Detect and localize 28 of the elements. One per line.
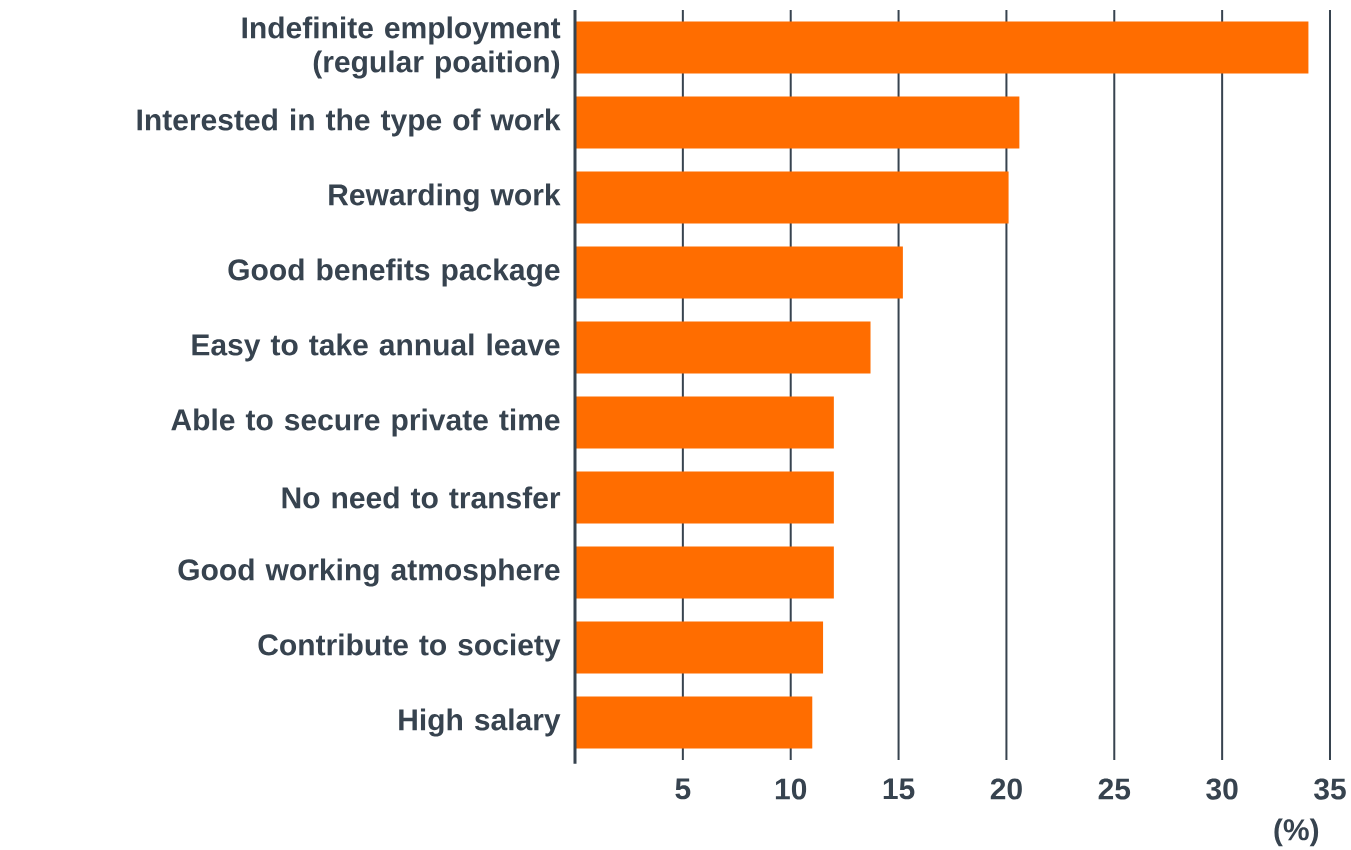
x-axis-title: (%) [1274,818,1319,847]
x-tick-label: 30 [1206,778,1238,800]
y-tick-label: High salary [399,708,561,737]
y-tick-label: Indefinite employment (regular poaition) [242,16,561,79]
bar [575,246,903,299]
y-tick-label: Good benefits package [228,258,560,287]
y-tick-label: No need to transfer [282,486,561,509]
bar [575,396,834,449]
y-tick-label: Good working atmosphere [178,558,560,587]
bar [575,96,1020,149]
y-tick-label: Interested in the type of work [137,108,561,137]
y-tick-label: Rewarding work [329,183,561,212]
bar [575,171,1009,224]
y-tick-label: Easy to take annual leave [192,333,560,362]
x-tick-label: 10 [775,778,807,800]
bar [575,21,1309,74]
y-tick-label: Contribute to society [258,633,561,662]
bar [575,621,824,674]
x-tick-label: 25 [1098,778,1131,800]
bar [575,696,813,749]
x-tick-label: 20 [990,778,1022,800]
y-tick-label: Able to secure private time [171,408,560,437]
bar [575,471,834,524]
x-tick-label: 15 [883,778,915,800]
x-tick-label: 5 [675,778,691,800]
x-tick-label: 35 [1314,778,1346,800]
bar [575,321,871,374]
bar [575,546,834,599]
